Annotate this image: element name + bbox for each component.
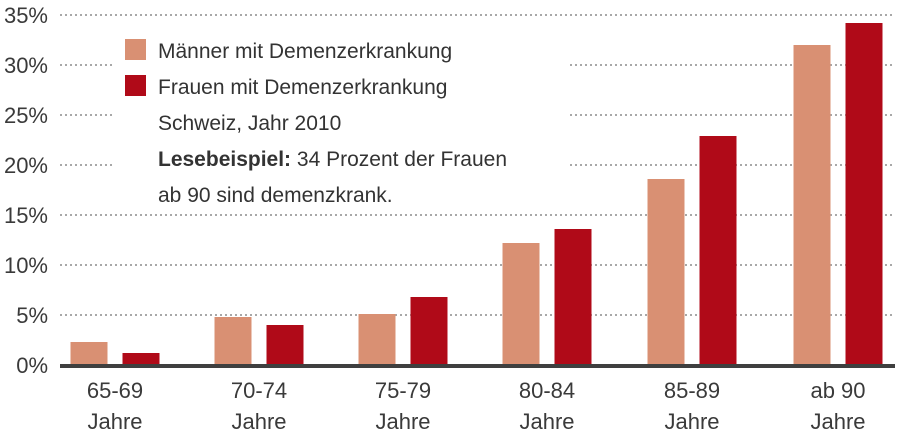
- x-category-label: 75-79: [375, 378, 431, 403]
- x-category-label: Jahre: [87, 409, 142, 434]
- legend: Männer mit Demenzerkrankung Frauen mit D…: [125, 39, 507, 207]
- x-category-label: Jahre: [375, 409, 430, 434]
- y-tick-label: 35%: [4, 3, 48, 28]
- y-tick-label: 30%: [4, 53, 48, 78]
- x-category-label: Jahre: [664, 409, 719, 434]
- legend-example-line-1: Lesebeispiel: 34 Prozent der Frauen: [158, 148, 507, 171]
- legend-swatch-maenner: [125, 39, 146, 60]
- legend-swatch-frauen: [125, 75, 146, 96]
- gridlines: [60, 14, 895, 316]
- y-tick-label: 25%: [4, 103, 48, 128]
- legend-region-note: Schweiz, Jahr 2010: [158, 112, 341, 135]
- legend-label-maenner: Männer mit Demenzerkrankung: [158, 40, 452, 63]
- y-tick-label: 20%: [4, 153, 48, 178]
- x-category-label: 80-84: [519, 378, 575, 403]
- legend-example-label: Lesebeispiel:: [158, 148, 291, 171]
- bar-maenner: [70, 342, 108, 365]
- bar-maenner: [358, 314, 396, 365]
- bar-maenner: [647, 179, 685, 365]
- bar-maenner: [502, 243, 540, 365]
- x-category-label: ab 90: [810, 378, 865, 403]
- bar-frauen: [699, 136, 737, 365]
- y-axis-ticks: 0% 5% 10% 15% 20% 25% 30% 35%: [4, 3, 48, 378]
- x-category-label: 65-69: [87, 378, 143, 403]
- bar-frauen: [845, 23, 883, 365]
- x-axis-labels: 65-69 Jahre 70-74 Jahre 75-79 Jahre 80-84 Jahre…: [87, 378, 866, 434]
- bar-maenner: [214, 317, 252, 365]
- x-category-label: 70-74: [231, 378, 287, 403]
- y-tick-label: 10%: [4, 253, 48, 278]
- legend-example-text-1: 34 Prozent der Frauen: [291, 148, 507, 171]
- x-category-label: Jahre: [519, 409, 574, 434]
- y-tick-label: 5%: [16, 303, 48, 328]
- bar-frauen: [554, 229, 592, 365]
- y-tick-label: 0%: [16, 353, 48, 378]
- bars: [70, 23, 883, 365]
- bar-maenner: [793, 45, 831, 365]
- x-category-label: 85-89: [664, 378, 720, 403]
- x-category-label: Jahre: [810, 409, 865, 434]
- y-tick-label: 15%: [4, 203, 48, 228]
- bar-frauen: [122, 353, 160, 365]
- bar-frauen: [266, 325, 304, 365]
- x-category-label: Jahre: [231, 409, 286, 434]
- legend-label-frauen: Frauen mit Demenzerkrankung: [158, 76, 447, 99]
- legend-example-line-2: ab 90 sind demenzkrank.: [158, 184, 393, 207]
- bar-frauen: [410, 297, 448, 365]
